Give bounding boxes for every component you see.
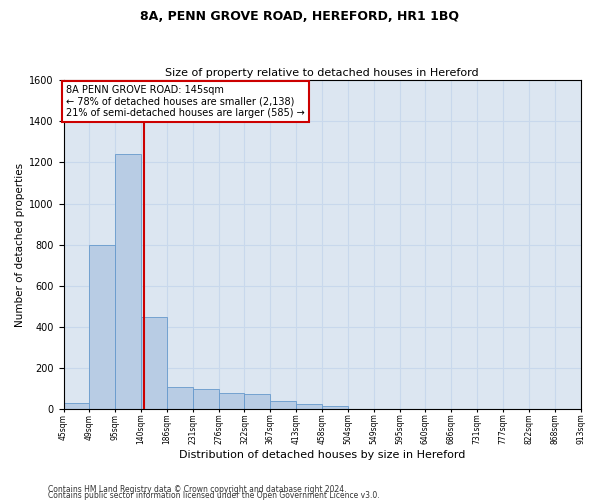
Bar bbox=[167, 387, 193, 409]
Bar bbox=[271, 401, 296, 409]
Bar bbox=[322, 406, 348, 410]
Bar bbox=[218, 393, 244, 409]
Text: 8A, PENN GROVE ROAD, HEREFORD, HR1 1BQ: 8A, PENN GROVE ROAD, HEREFORD, HR1 1BQ bbox=[140, 10, 460, 23]
X-axis label: Distribution of detached houses by size in Hereford: Distribution of detached houses by size … bbox=[179, 450, 465, 460]
Text: Contains public sector information licensed under the Open Government Licence v3: Contains public sector information licen… bbox=[48, 490, 380, 500]
Y-axis label: Number of detached properties: Number of detached properties bbox=[15, 162, 25, 327]
Title: Size of property relative to detached houses in Hereford: Size of property relative to detached ho… bbox=[165, 68, 479, 78]
Text: 8A PENN GROVE ROAD: 145sqm
← 78% of detached houses are smaller (2,138)
21% of s: 8A PENN GROVE ROAD: 145sqm ← 78% of deta… bbox=[66, 85, 305, 118]
Bar bbox=[64, 403, 89, 409]
Text: Contains HM Land Registry data © Crown copyright and database right 2024.: Contains HM Land Registry data © Crown c… bbox=[48, 484, 347, 494]
Bar bbox=[115, 154, 141, 409]
Bar bbox=[193, 389, 218, 409]
Bar bbox=[141, 317, 167, 410]
Bar bbox=[296, 404, 322, 409]
Bar bbox=[244, 394, 271, 409]
Bar bbox=[89, 245, 115, 410]
